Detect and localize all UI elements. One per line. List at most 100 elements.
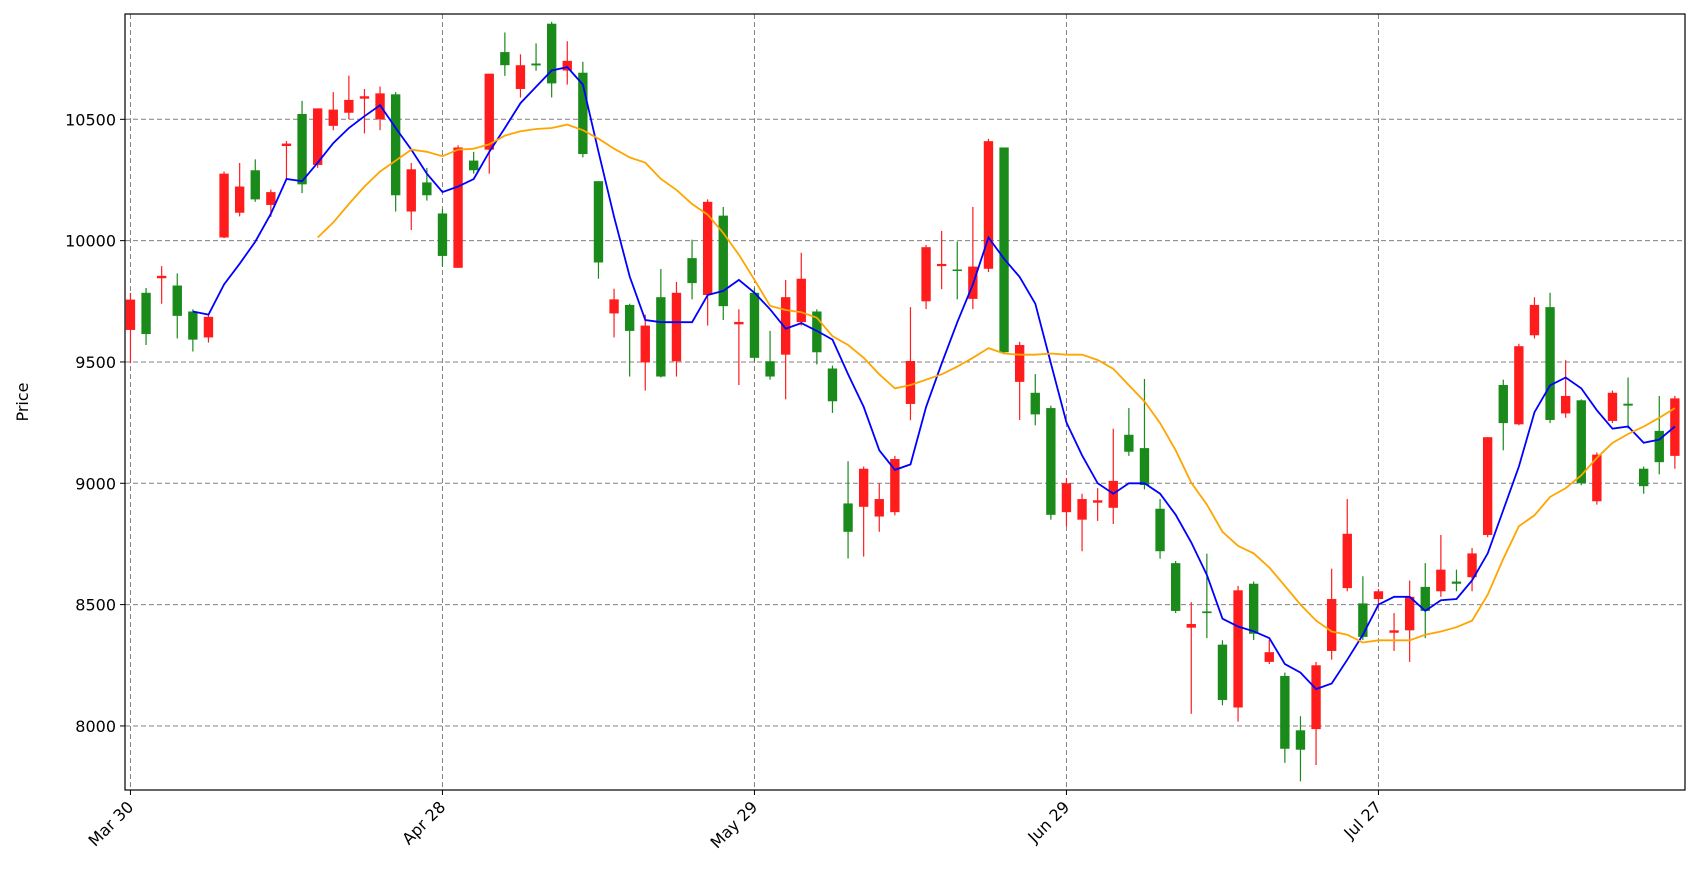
candle-body	[1326, 599, 1337, 651]
candle-body	[656, 297, 666, 377]
x-tick-label: Apr 28	[398, 797, 449, 848]
candle-body	[1545, 307, 1555, 420]
candle-body	[172, 285, 182, 316]
candle-body	[406, 169, 416, 212]
candle-body	[484, 73, 494, 150]
candle-body	[843, 503, 853, 532]
candle-body	[468, 160, 479, 171]
candle-body	[437, 213, 448, 256]
candle-body	[780, 297, 791, 355]
x-tick-label: Mar 30	[85, 797, 138, 850]
y-tick-label: 8500	[75, 596, 116, 615]
candle-body	[1592, 454, 1602, 502]
candle-body	[328, 109, 338, 126]
candle-body	[1623, 403, 1633, 406]
candle-body	[593, 181, 604, 263]
candle-body	[1436, 569, 1446, 592]
candle-body	[1170, 563, 1181, 611]
candle-body	[359, 96, 370, 99]
candle-body	[874, 499, 884, 517]
candle-body	[1498, 385, 1508, 424]
candle-body	[1030, 392, 1040, 415]
candle-body	[1186, 624, 1196, 628]
candle-body	[749, 292, 760, 358]
candle-body	[1654, 430, 1664, 463]
candle-body	[1560, 395, 1571, 414]
candle-body	[546, 23, 557, 84]
y-tick-label: 9000	[75, 474, 116, 493]
candle-body	[1295, 730, 1306, 750]
candle-body	[1061, 483, 1072, 513]
candle-body	[890, 459, 900, 513]
candle-body	[312, 108, 323, 165]
candle-body	[531, 63, 541, 66]
candle-body	[1638, 468, 1649, 487]
candle-body	[640, 325, 650, 363]
candle-body	[297, 113, 307, 185]
candle-body	[734, 321, 744, 325]
candle-body	[188, 311, 198, 340]
candle-body	[1529, 304, 1540, 336]
candle-body	[687, 258, 697, 284]
candle-body	[718, 215, 728, 307]
y-axis-label: Price	[13, 382, 32, 421]
candle-body	[1217, 644, 1228, 700]
candle-body	[1311, 665, 1321, 730]
candle-body	[1155, 508, 1165, 552]
moving-average-line	[317, 123, 1676, 644]
candle-body	[624, 304, 635, 331]
candle-body	[905, 360, 916, 404]
candle-body	[141, 292, 151, 335]
y-tick-label: 9500	[75, 353, 116, 372]
y-tick-label: 8000	[75, 717, 116, 736]
candle-body	[1451, 581, 1462, 584]
candle-body	[921, 247, 931, 302]
candle-body	[936, 263, 947, 267]
plot-frame	[124, 13, 1686, 791]
candle-body	[983, 141, 994, 269]
x-tick-label: May 29	[706, 797, 761, 852]
candle-body	[234, 186, 245, 213]
candle-body	[1358, 603, 1368, 637]
candle-body	[999, 147, 1009, 353]
candle-body	[266, 192, 276, 205]
candle-body	[1482, 437, 1493, 535]
candle-body	[1373, 591, 1384, 600]
candle-body	[515, 65, 526, 89]
y-tick-label: 10500	[65, 110, 116, 129]
candle-body	[203, 316, 214, 338]
candle-body	[578, 72, 588, 155]
candle-body	[1420, 586, 1430, 611]
candle-body	[125, 299, 136, 330]
candle-body	[562, 60, 572, 71]
candle-body	[1139, 448, 1150, 485]
x-tick-label: Jun 29	[1023, 797, 1073, 847]
candle-body	[1202, 611, 1212, 614]
candle-body	[219, 173, 229, 238]
candle-body	[1233, 590, 1243, 708]
candle-body	[1607, 392, 1618, 421]
candle-body	[1248, 583, 1259, 634]
candle-body	[250, 170, 260, 200]
candle-body	[765, 361, 775, 377]
candle-body	[1280, 675, 1290, 749]
candle-body	[422, 182, 432, 196]
candle-body	[281, 143, 292, 147]
candle-body	[609, 299, 619, 314]
candle-body	[1342, 533, 1352, 589]
candle-body	[1389, 630, 1399, 633]
candle-body	[1077, 499, 1087, 520]
moving-average-line	[192, 66, 1676, 691]
candle-body	[1014, 344, 1025, 382]
candle-body	[1092, 500, 1103, 503]
candle-body	[390, 94, 401, 196]
candle-body	[1576, 400, 1586, 484]
candle-body	[952, 269, 962, 272]
candle-body	[1467, 553, 1477, 578]
candle-body	[1264, 652, 1274, 662]
candle-body	[344, 99, 354, 113]
candle-body	[453, 147, 463, 268]
candle-body	[671, 292, 682, 362]
candle-body	[827, 368, 838, 402]
